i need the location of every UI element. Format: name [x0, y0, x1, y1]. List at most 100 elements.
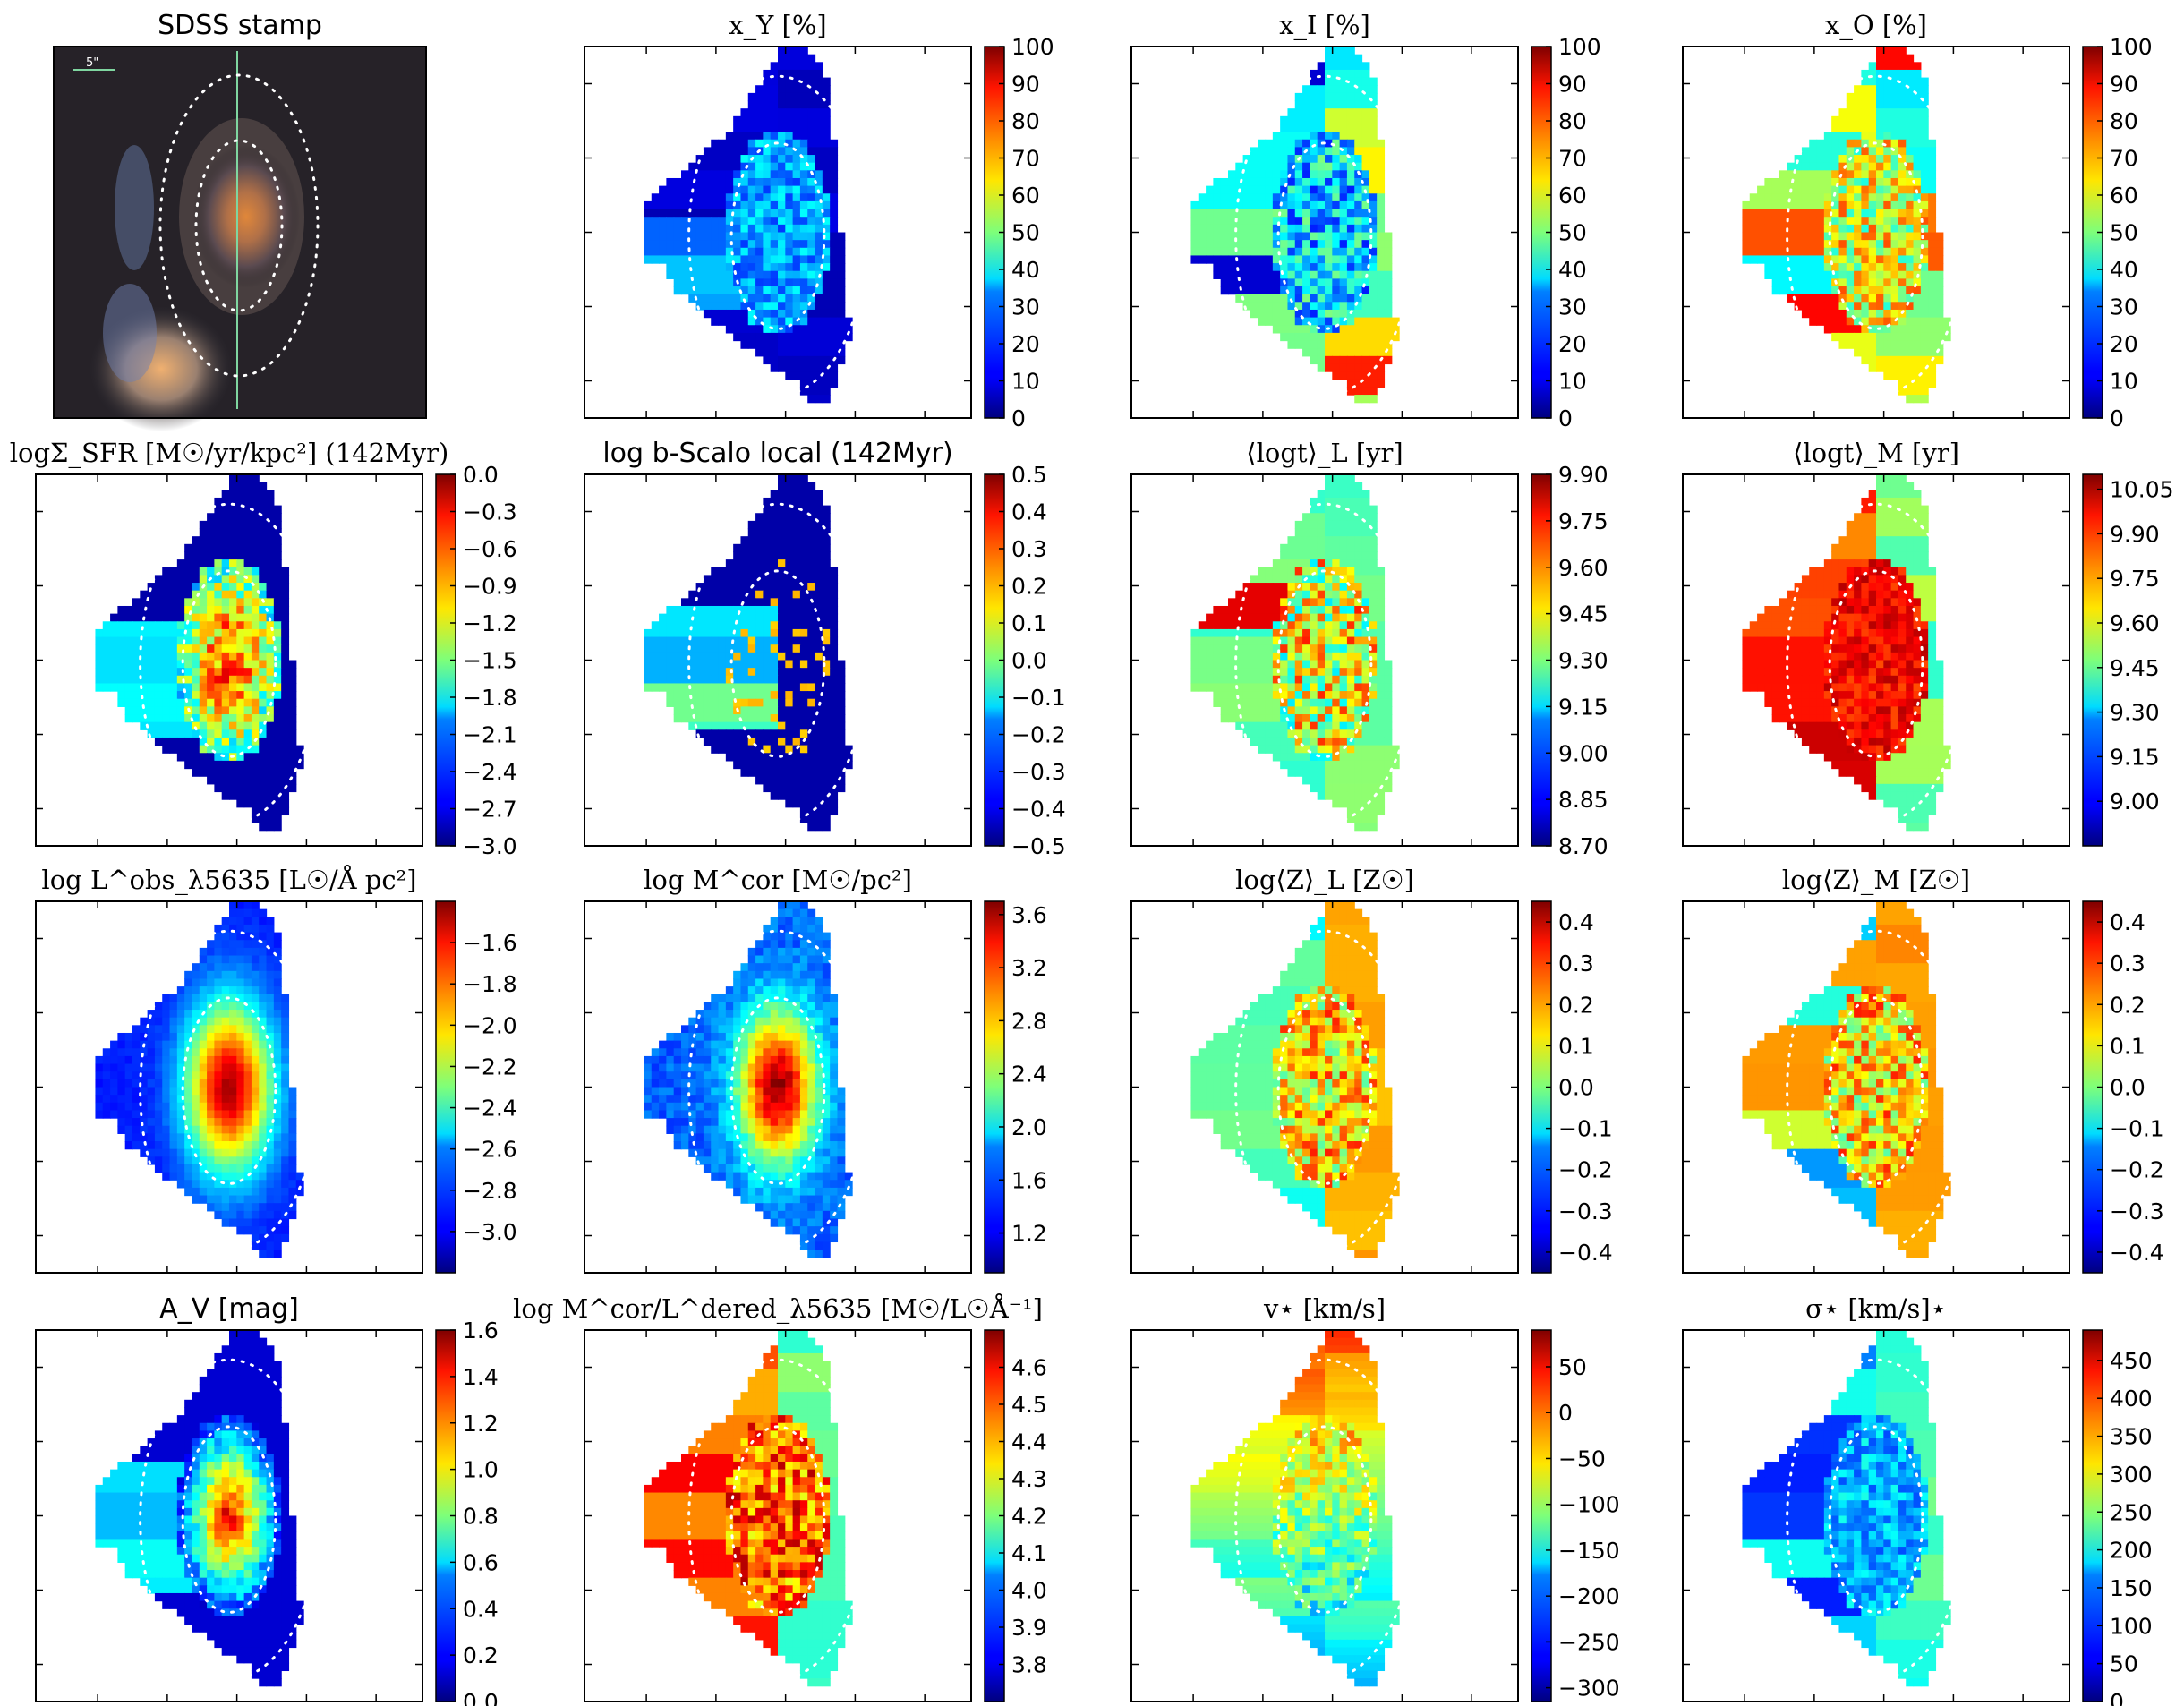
heatmap-cell: [778, 745, 786, 754]
heatmap-cell: [1198, 668, 1207, 677]
heatmap-cell: [718, 567, 727, 576]
heatmap-cell: [1280, 644, 1289, 653]
heatmap-cell: [1317, 590, 1326, 599]
heatmap-cell: [1369, 520, 1378, 530]
heatmap-cell: [725, 668, 734, 677]
heatmap-cell: [718, 255, 727, 264]
heatmap-cell: [837, 240, 846, 249]
heatmap-cell: [733, 332, 742, 342]
heatmap-cell: [1220, 247, 1229, 257]
heatmap-cell: [1302, 644, 1310, 653]
heatmap-cell: [273, 567, 282, 576]
heatmap-cell: [1846, 217, 1855, 226]
heatmap-cell: [703, 737, 712, 746]
heatmap-cell: [830, 753, 839, 762]
heatmap-cell: [681, 621, 689, 630]
heatmap-cell: [1220, 668, 1229, 677]
heatmap-cell: [1854, 132, 1862, 141]
colorbar-tick-label: 9.45: [1558, 601, 1608, 627]
heatmap-cell: [1876, 255, 1884, 264]
heatmap-cell: [162, 698, 171, 707]
heatmap-cell: [1809, 247, 1818, 257]
heatmap-cell: [1354, 147, 1363, 156]
heatmap-cell: [1317, 217, 1326, 226]
heatmap-cell: [807, 147, 816, 156]
panel-title: ⟨logt⟩_L [yr]: [1246, 438, 1403, 469]
heatmap-cell: [1346, 270, 1355, 279]
heatmap-cell: [1346, 559, 1355, 568]
heatmap-cell: [266, 621, 275, 630]
heatmap-cell: [259, 528, 268, 537]
heatmap-cell: [778, 278, 786, 287]
heatmap-cell: [1764, 255, 1773, 264]
heatmap-cell: [822, 247, 831, 257]
heatmap-cell: [236, 660, 245, 669]
heatmap-cell: [1377, 263, 1386, 272]
heatmap-cell: [785, 551, 794, 560]
heatmap-cell: [711, 209, 720, 218]
heatmap-cell: [251, 613, 260, 622]
heatmap-cell: [807, 505, 816, 514]
heatmap-cell: [1876, 200, 1884, 210]
heatmap-cell: [763, 92, 772, 102]
heatmap-cell: [1242, 605, 1251, 615]
heatmap-cell: [1346, 683, 1355, 692]
colorbar-tick-label: 100: [1558, 34, 1601, 60]
heatmap-cell: [1369, 85, 1378, 94]
heatmap-cell: [1361, 132, 1370, 141]
heatmap-cell: [1861, 69, 1870, 79]
colorbar-tick-label: 100: [1011, 34, 1054, 60]
heatmap-cell: [770, 115, 779, 125]
heatmap-cell: [770, 490, 779, 499]
heatmap-cell: [718, 737, 727, 746]
heatmap-cell: [815, 108, 823, 117]
heatmap-cell: [822, 536, 831, 545]
heatmap-cell: [778, 139, 786, 148]
heatmap-cell: [1198, 628, 1207, 638]
heatmap-cell: [1876, 92, 1884, 102]
heatmap-cell: [1235, 691, 1244, 700]
heatmap-cell: [1339, 278, 1348, 287]
heatmap-cell: [1920, 513, 1929, 522]
heatmap-cell: [659, 185, 667, 194]
heatmap-cell: [1823, 139, 1832, 148]
heatmap-cell: [1198, 660, 1207, 669]
heatmap-cell: [1265, 270, 1274, 279]
heatmap-cell: [703, 729, 712, 738]
heatmap-cell: [792, 200, 801, 210]
heatmap-cell: [229, 706, 237, 715]
heatmap-cell: [1294, 209, 1303, 218]
heatmap-cell: [1346, 753, 1355, 762]
heatmap-cell: [778, 209, 786, 218]
heatmap-cell: [1868, 185, 1877, 194]
heatmap-cell: [799, 62, 808, 71]
heatmap-cell: [1846, 147, 1855, 156]
heatmap-cell: [1310, 737, 1318, 746]
heatmap-cell: [229, 543, 237, 553]
heatmap-cell: [807, 317, 816, 326]
heatmap-cell: [1206, 224, 1214, 234]
heatmap-cell: [1861, 155, 1870, 164]
heatmap-cell: [176, 698, 185, 707]
heatmap-cell: [1898, 294, 1907, 303]
heatmap-cell: [695, 177, 704, 187]
heatmap-cell: [1258, 200, 1267, 210]
heatmap-cell: [1920, 294, 1929, 303]
heatmap-cell: [1920, 247, 1929, 257]
heatmap-cell: [1258, 177, 1267, 187]
heatmap-cell: [1369, 551, 1378, 560]
heatmap-cell: [1361, 325, 1370, 334]
heatmap-cell: [1354, 652, 1363, 661]
heatmap-cell: [1346, 340, 1355, 349]
heatmap-cell: [1258, 185, 1267, 194]
heatmap-cell: [1920, 325, 1929, 334]
heatmap-cell: [799, 224, 808, 234]
heatmap-cell: [199, 536, 208, 545]
heatmap-cell: [1302, 139, 1310, 148]
heatmap-cell: [236, 799, 245, 808]
heatmap-cell: [792, 62, 801, 71]
heatmap-cell: [1228, 263, 1236, 272]
heatmap-cell: [666, 691, 675, 700]
heatmap-cell: [236, 583, 245, 592]
heatmap-cell: [778, 543, 786, 553]
